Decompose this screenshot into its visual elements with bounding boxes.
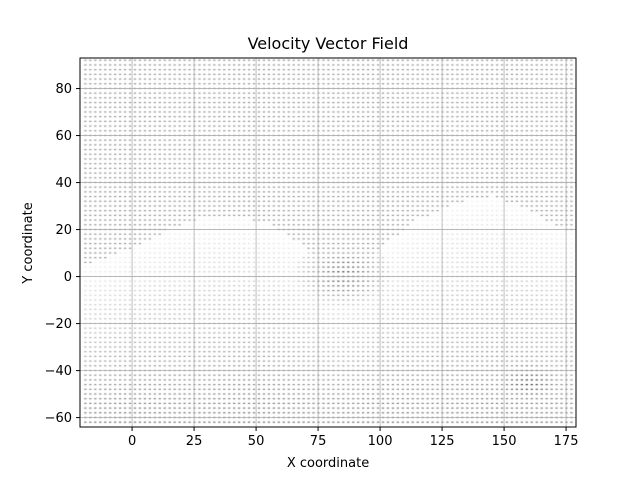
y-axis: −60 −40 −20 0 20 40 60 80 (45, 82, 80, 426)
plot-area (79, 57, 577, 428)
y-tick-label: 60 (55, 129, 72, 144)
x-tick-label: 125 (430, 434, 455, 449)
y-tick-label: −60 (45, 411, 72, 426)
y-tick-label: −40 (45, 364, 72, 379)
x-tick-label: 50 (248, 434, 265, 449)
y-tick-label: −20 (45, 317, 72, 332)
x-tick-label: 75 (310, 434, 327, 449)
y-tick-label: 40 (55, 176, 72, 191)
x-tick-label: 100 (368, 434, 393, 449)
x-axis-label: X coordinate (287, 456, 369, 471)
x-tick-label: 175 (554, 434, 579, 449)
x-axis: 0 25 50 75 100 125 150 175 (128, 427, 579, 449)
x-tick-label: 0 (128, 434, 136, 449)
plot-frame (79, 57, 577, 428)
y-tick-label: 20 (55, 223, 72, 238)
x-tick-label: 25 (186, 434, 203, 449)
x-tick-label: 150 (492, 434, 517, 449)
vector-field-raster (80, 58, 576, 427)
chart-title: Velocity Vector Field (248, 34, 409, 53)
y-tick-label: 0 (64, 270, 72, 285)
y-axis-label: Y coordinate (21, 202, 36, 284)
y-tick-label: 80 (55, 82, 72, 97)
